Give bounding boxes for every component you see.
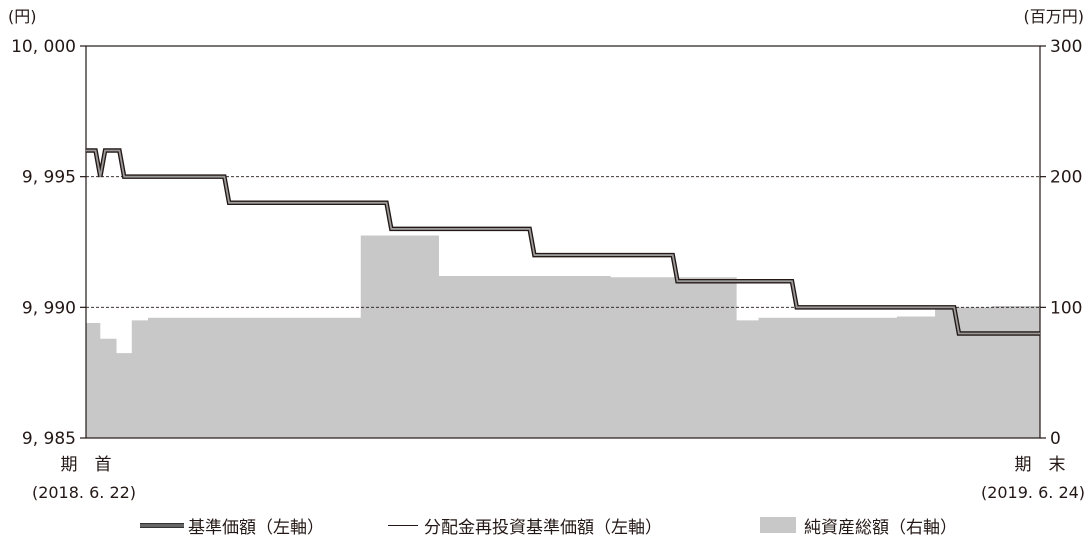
net-assets-area — [86, 235, 1040, 438]
x-start-label: 期 首 — [61, 455, 112, 475]
y-right-tick-labels: 300 200 100 0 — [1050, 37, 1082, 449]
legend-swatch-thin — [388, 524, 418, 526]
legend-label-net-assets: 純資産総額（右軸） — [804, 517, 957, 538]
tick-marks — [80, 45, 1046, 439]
y-left-tick-label-0: 10, 000 — [11, 37, 76, 57]
legend-label-nav: 基準価額（左軸） — [188, 517, 324, 538]
y-right-tick-label-2: 100 — [1050, 298, 1082, 318]
y-left-tick-label-3: 9, 985 — [22, 429, 76, 449]
y-left-tick-label-2: 9, 990 — [22, 298, 76, 318]
plot-frame — [85, 45, 1041, 439]
legend-swatch-thick — [140, 522, 184, 528]
y-left-unit: (円) — [8, 7, 37, 26]
chart: (円) (百万円) 10, 000 9, 995 9, 990 9, 985 300 2… — [8, 7, 1085, 502]
legend-item-reinvested: 分配金再投資基準価額（左軸） — [388, 512, 662, 538]
y-left-tick-labels: 10, 000 9, 995 9, 990 9, 985 — [11, 37, 76, 449]
y-right-tick-label-3: 0 — [1050, 429, 1061, 449]
legend-item-nav: 基準価額（左軸） — [140, 512, 324, 538]
x-end-label: 期 末 — [1015, 455, 1066, 475]
legend-item-net-assets: 純資産総額（右軸） — [760, 512, 957, 538]
y-right-unit: (百万円) — [1024, 7, 1085, 26]
x-start-date: (2018. 6. 22) — [32, 483, 136, 502]
nav-line — [86, 149, 1040, 335]
legend-swatch-area — [760, 517, 796, 533]
y-left-tick-label-1: 9, 995 — [22, 168, 76, 188]
legend: 基準価額（左軸） 分配金再投資基準価額（左軸） 純資産総額（右軸） — [0, 512, 1092, 538]
x-end-date: (2019. 6. 24) — [981, 483, 1085, 502]
y-right-tick-label-0: 300 — [1050, 37, 1082, 57]
legend-label-reinvested: 分配金再投資基準価額（左軸） — [424, 517, 662, 538]
y-right-tick-label-1: 200 — [1050, 168, 1082, 188]
